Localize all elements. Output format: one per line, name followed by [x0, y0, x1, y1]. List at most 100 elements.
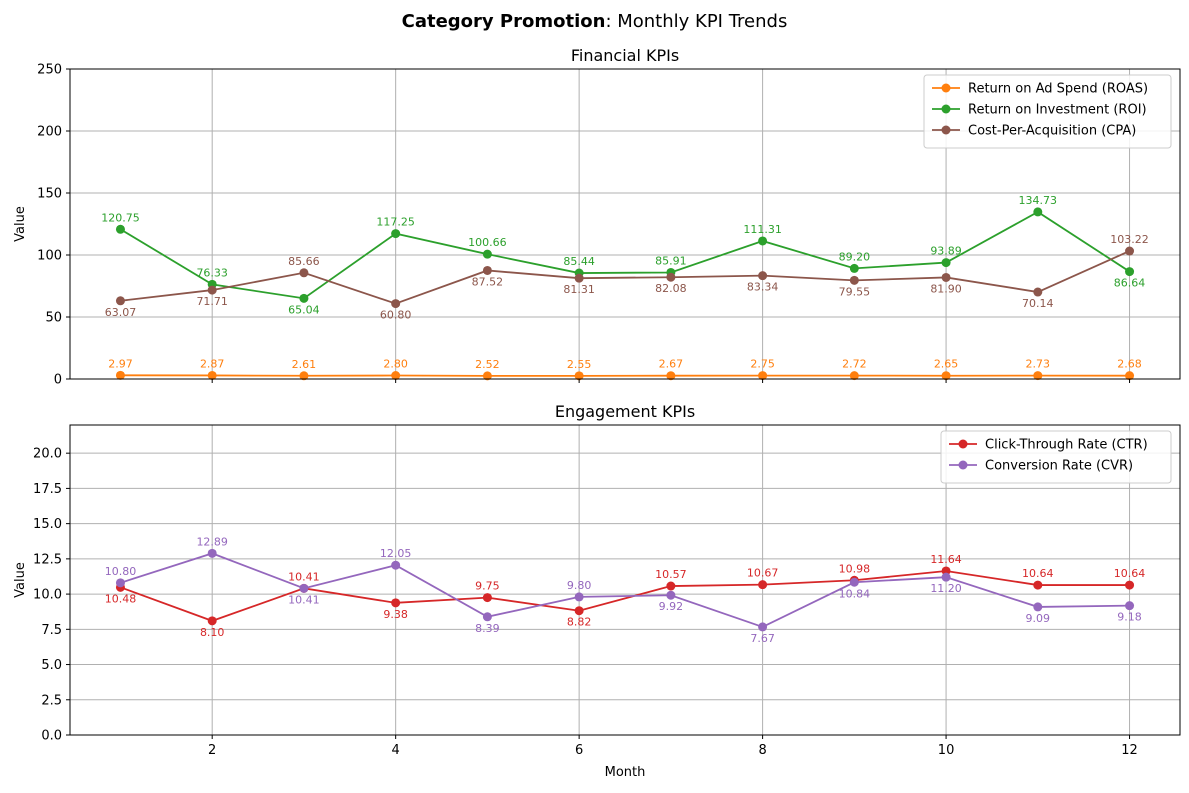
data-label-conversion-rate-cvr: 11.20 [930, 582, 962, 595]
data-point-conversion-rate-cvr [666, 590, 676, 600]
legend: Return on Ad Spend (ROAS) Return on Inves… [923, 74, 1172, 149]
data-point-click-through-rate-ctr [1125, 580, 1135, 590]
data-point-return-on-ad-spend-roas [207, 370, 217, 380]
data-point-conversion-rate-cvr [574, 592, 584, 602]
y-tick-label: 100 [37, 249, 62, 264]
plot-frame [69, 68, 1181, 380]
data-point-conversion-rate-cvr [1125, 601, 1135, 611]
data-label-return-on-ad-spend-roas: 2.67 [659, 358, 684, 371]
legend-marker-cost-per-acquisition-cpa [941, 125, 951, 135]
data-point-conversion-rate-cvr [299, 583, 309, 593]
data-label-cost-per-acquisition-cpa: 85.66 [288, 255, 320, 268]
data-point-click-through-rate-ctr [666, 581, 676, 591]
data-point-return-on-investment-roi [299, 293, 309, 303]
data-label-return-on-ad-spend-roas: 2.73 [1026, 358, 1051, 371]
legend-marker-conversion-rate-cvr [958, 460, 968, 470]
data-point-cost-per-acquisition-cpa [666, 272, 676, 282]
data-point-return-on-ad-spend-roas [391, 371, 401, 381]
data-label-return-on-investment-roi: 100.66 [468, 236, 507, 249]
data-label-click-through-rate-ctr: 10.98 [839, 562, 871, 575]
data-label-return-on-ad-spend-roas: 2.97 [108, 357, 133, 370]
data-label-return-on-ad-spend-roas: 2.87 [200, 357, 225, 370]
data-label-cost-per-acquisition-cpa: 81.31 [563, 283, 595, 296]
data-point-return-on-ad-spend-roas [849, 371, 859, 381]
data-point-return-on-investment-roi [1125, 267, 1135, 277]
data-point-return-on-ad-spend-roas [758, 371, 768, 381]
data-point-return-on-ad-spend-roas [482, 371, 492, 381]
x-tick-label: 4 [392, 743, 400, 758]
y-tick-label: 0.0 [41, 729, 62, 744]
data-label-return-on-investment-roi: 76.33 [196, 266, 228, 279]
data-point-return-on-investment-roi [482, 249, 492, 259]
data-point-conversion-rate-cvr [115, 578, 125, 588]
legend-label-cost-per-acquisition-cpa: Cost-Per-Acquisition (CPA) [968, 124, 1136, 139]
data-point-click-through-rate-ctr [482, 593, 492, 603]
legend-marker-click-through-rate-ctr [958, 439, 968, 449]
legend-box [923, 74, 1172, 149]
data-label-return-on-investment-roi: 117.25 [376, 216, 415, 229]
data-point-return-on-investment-roi [758, 236, 768, 246]
data-label-return-on-investment-roi: 89.20 [839, 250, 871, 263]
y-tick-label: 5.0 [41, 658, 62, 673]
data-point-cost-per-acquisition-cpa [299, 268, 309, 278]
data-label-cost-per-acquisition-cpa: 87.52 [472, 275, 504, 288]
data-label-return-on-ad-spend-roas: 2.61 [292, 358, 317, 371]
data-point-cost-per-acquisition-cpa [941, 272, 951, 282]
data-label-return-on-ad-spend-roas: 2.55 [567, 358, 592, 371]
series-line-return-on-investment-roi [119, 210, 1131, 300]
y-tick-label: 250 [37, 63, 62, 78]
data-label-cost-per-acquisition-cpa: 63.07 [105, 306, 137, 319]
y-tick-label: 10.0 [33, 588, 62, 603]
financial-kpis-panel: 2.97 2.87 2.61 2.80 2.52 2.55 2.67 2.75 2.72 2.65… [13, 46, 1181, 388]
data-label-return-on-ad-spend-roas: 2.65 [934, 358, 959, 371]
data-point-click-through-rate-ctr [941, 566, 951, 576]
data-label-conversion-rate-cvr: 9.09 [1026, 612, 1051, 625]
x-tick-label: 10 [938, 743, 955, 758]
y-tick-label: 2.5 [41, 693, 62, 708]
data-label-click-through-rate-ctr: 8.82 [567, 616, 592, 629]
data-point-return-on-ad-spend-roas [1125, 371, 1135, 381]
data-label-return-on-investment-roi: 111.31 [743, 223, 782, 236]
data-label-conversion-rate-cvr: 7.67 [750, 632, 775, 645]
data-label-return-on-ad-spend-roas: 2.68 [1117, 358, 1142, 371]
data-point-return-on-ad-spend-roas [1033, 371, 1043, 381]
data-point-conversion-rate-cvr [758, 622, 768, 632]
legend-label-return-on-investment-roi: Return on Investment (ROI) [968, 103, 1147, 118]
data-label-conversion-rate-cvr: 8.39 [475, 622, 500, 635]
data-point-return-on-ad-spend-roas [115, 370, 125, 380]
data-label-return-on-investment-roi: 120.75 [101, 211, 140, 224]
figure-title-rest: : Monthly KPI Trends [605, 11, 787, 32]
data-label-cost-per-acquisition-cpa: 60.80 [380, 309, 412, 322]
data-label-return-on-investment-roi: 134.73 [1019, 194, 1058, 207]
y-axis-label: Value [13, 562, 28, 598]
data-point-conversion-rate-cvr [391, 560, 401, 570]
data-point-cost-per-acquisition-cpa [115, 296, 125, 306]
data-label-conversion-rate-cvr: 10.84 [839, 587, 871, 600]
series-line-conversion-rate-cvr [120, 552, 1130, 628]
data-point-return-on-ad-spend-roas [299, 371, 309, 381]
data-label-click-through-rate-ctr: 11.64 [930, 553, 962, 566]
panel-title: Engagement KPIs [555, 402, 695, 421]
y-tick-label: 0 [54, 373, 62, 388]
data-label-return-on-investment-roi: 85.44 [563, 255, 595, 268]
x-tick-label: 6 [575, 743, 583, 758]
data-label-cost-per-acquisition-cpa: 71.71 [196, 295, 228, 308]
x-axis-label: Month [605, 765, 646, 780]
data-label-cost-per-acquisition-cpa: 82.08 [655, 282, 687, 295]
y-axis-label: Value [13, 206, 28, 242]
data-point-conversion-rate-cvr [482, 612, 492, 622]
series-line-cost-per-acquisition-cpa [120, 250, 1130, 305]
data-label-cost-per-acquisition-cpa: 79.55 [839, 285, 871, 298]
data-point-return-on-ad-spend-roas [666, 371, 676, 381]
data-label-conversion-rate-cvr: 9.18 [1117, 611, 1142, 624]
data-label-click-through-rate-ctr: 10.48 [105, 592, 137, 605]
data-label-click-through-rate-ctr: 10.67 [747, 567, 779, 580]
data-point-cost-per-acquisition-cpa [207, 285, 217, 295]
x-tick-label: 2 [208, 743, 216, 758]
data-label-conversion-rate-cvr: 9.80 [567, 579, 592, 592]
data-point-return-on-ad-spend-roas [574, 371, 584, 381]
data-label-conversion-rate-cvr: 12.05 [380, 547, 412, 560]
data-label-click-through-rate-ctr: 10.64 [1022, 567, 1054, 580]
data-point-conversion-rate-cvr [941, 572, 951, 582]
